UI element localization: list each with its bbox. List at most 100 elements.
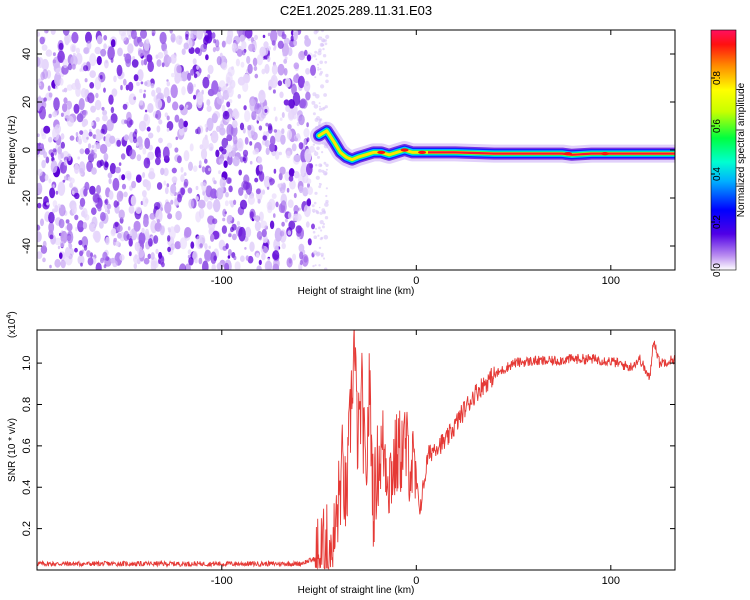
noise-speckle [121,119,126,125]
noise-speckle [231,223,237,231]
noise-speckle [293,192,297,199]
noise-speckle [161,62,165,68]
noise-speckle [45,156,50,164]
noise-speckle [102,251,108,261]
noise-speckle [236,48,243,57]
noise-speckle [135,206,142,214]
noise-speckle [147,253,152,259]
noise-speckle [133,263,138,269]
noise-speckle [287,230,292,236]
noise-speckle [325,79,329,84]
noise-speckle [184,263,191,270]
noise-speckle [38,95,41,100]
noise-speckle [143,93,146,99]
noise-speckle [238,187,244,196]
noise-speckle [155,109,162,120]
noise-speckle [265,130,269,137]
noise-speckle [37,133,40,137]
noise-speckle [123,78,127,86]
noise-speckle [139,99,144,106]
noise-speckle [318,163,323,168]
noise-speckle [279,166,286,175]
noise-speckle [71,63,76,70]
noise-speckle [83,244,88,251]
noise-speckle [91,167,97,175]
noise-speckle [302,187,309,197]
noise-speckle [325,34,330,40]
noise-speckle [175,210,182,221]
noise-speckle [96,55,102,66]
noise-speckle [91,121,94,127]
noise-speckle [313,54,317,58]
noise-speckle [319,60,324,65]
noise-speckle [244,72,251,84]
noise-speckle [285,105,291,112]
snr-y-tick-label: 0.4 [21,480,33,495]
noise-speckle [240,61,245,68]
noise-speckle [74,192,80,200]
noise-speckle [261,189,266,195]
noise-speckle [274,116,278,122]
noise-speckle [319,183,322,186]
noise-speckle [258,259,262,266]
noise-speckle [143,114,151,126]
noise-speckle [50,152,54,158]
noise-speckle [69,182,73,188]
noise-speckle [83,188,88,197]
noise-speckle [245,226,252,238]
noise-speckle [225,83,229,87]
noise-speckle [101,106,105,111]
noise-speckle [79,130,84,136]
noise-speckle [221,62,228,71]
noise-speckle [105,208,108,213]
noise-speckle [133,254,140,264]
noise-speckle [240,255,245,262]
noise-speckle [170,54,177,64]
noise-speckle [312,143,316,146]
noise-speckle [149,212,156,220]
noise-speckle [264,63,270,74]
noise-speckle [49,264,52,269]
noise-speckle [128,34,131,40]
noise-speckle [313,201,317,205]
noise-speckle [71,190,75,195]
colorbar-tick-label: 0.0 [712,263,723,277]
noise-speckle [232,135,238,145]
noise-speckle [159,31,167,45]
noise-speckle [66,223,73,232]
noise-speckle [309,163,313,169]
noise-speckle [166,79,169,82]
noise-speckle [107,209,110,215]
noise-speckle [211,80,219,95]
noise-speckle [313,235,318,239]
noise-speckle [221,148,227,155]
noise-speckle [216,125,221,132]
noise-speckle [163,87,170,99]
noise-speckle [321,225,325,229]
noise-speckle [269,181,274,186]
noise-speckle [206,200,213,210]
noise-speckle [130,228,138,241]
noise-speckle [109,162,116,175]
noise-speckle [206,105,212,112]
noise-speckle [167,246,172,252]
noise-speckle [91,207,97,215]
noise-speckle [298,50,306,61]
noise-speckle [169,30,173,34]
noise-speckle [131,180,137,189]
signal-track-core [428,151,675,156]
noise-speckle [172,101,179,111]
noise-speckle [92,230,100,241]
noise-speckle [81,210,86,218]
noise-speckle [200,43,208,53]
noise-speckle [312,230,316,234]
noise-speckle [77,221,83,228]
noise-speckle [37,168,43,177]
noise-speckle [113,237,117,243]
noise-speckle [106,203,112,210]
noise-speckle [142,172,146,178]
noise-speckle [316,251,321,256]
noise-speckle [118,162,122,167]
noise-speckle [221,225,227,234]
noise-speckle [222,208,227,217]
